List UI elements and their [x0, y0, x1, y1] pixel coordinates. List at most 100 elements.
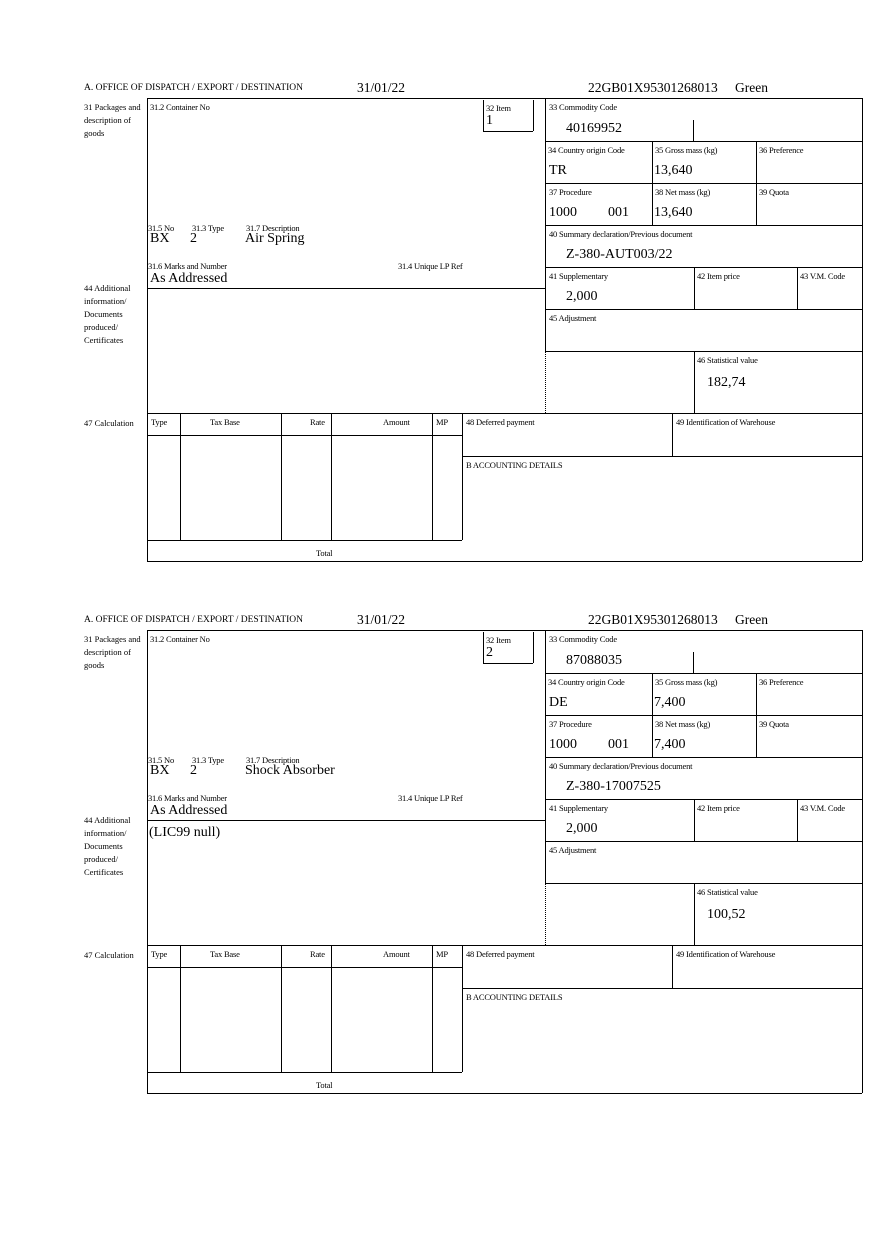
rule-line [483, 663, 533, 664]
gross-mass-value: 13,640 [654, 163, 693, 178]
pkg-no-label: 31.5 No [148, 755, 174, 765]
rule-line [545, 757, 862, 758]
rule-line [672, 945, 673, 988]
rule-line [694, 351, 695, 413]
commodity-code-label: 33 Commodity Code [549, 634, 617, 644]
declaration-item-block: A. OFFICE OF DISPATCH / EXPORT / DESTINA… [0, 610, 882, 1110]
total-label: Total [316, 1080, 333, 1090]
rule-line [180, 413, 181, 540]
summary-decl-label: 40 Summary declaration/Previous document [549, 229, 693, 239]
rule-line [693, 652, 694, 673]
rule-line [331, 413, 332, 540]
rule-line [545, 309, 862, 310]
gross-mass-value: 7,400 [654, 695, 686, 710]
procedure-suffix: 001 [608, 737, 629, 752]
rule-line [545, 630, 546, 883]
rule-line [483, 131, 533, 132]
net-mass-label: 38 Net mass (kg) [655, 719, 711, 729]
rule-line [180, 945, 181, 1072]
gross-mass-label: 35 Gross mass (kg) [655, 145, 718, 155]
rule-line [545, 98, 546, 351]
col-type: Type [151, 949, 168, 959]
office-label: A. OFFICE OF DISPATCH / EXPORT / DESTINA… [84, 83, 304, 93]
adjustment-label: 45 Adjustment [549, 845, 597, 855]
rule-line [672, 413, 673, 456]
marks-value: As Addressed [150, 271, 228, 286]
rule-line [432, 945, 433, 1072]
rule-line [545, 799, 862, 800]
pkg-no-value: BX [150, 763, 170, 778]
marks-value: As Addressed [150, 803, 228, 818]
additional-info-value: (LIC99 null) [149, 825, 221, 840]
statistical-value-label: 46 Statistical value [697, 355, 758, 365]
date-value: 31/01/22 [357, 612, 406, 627]
rule-line [147, 967, 462, 968]
accounting-details-label: B ACCOUNTING DETAILS [466, 460, 563, 470]
dotted-line [545, 351, 694, 352]
warehouse-label: 49 Identification of Warehouse [676, 949, 776, 959]
description-value: Air Spring [245, 231, 305, 246]
dotted-line [545, 883, 694, 884]
unique-lp-label: 31.4 Unique LP Ref [398, 793, 463, 803]
description-label: 31.7 Description [246, 755, 300, 765]
rule-line [462, 413, 463, 540]
warehouse-label: 49 Identification of Warehouse [676, 417, 776, 427]
country-origin-label: 34 Country origin Code [548, 677, 625, 687]
commodity-code-value: 40169952 [566, 121, 622, 136]
rule-line [147, 945, 862, 946]
supplementary-value: 2,000 [566, 289, 598, 304]
item-price-label: 42 Item price [697, 271, 740, 281]
rule-line [147, 98, 148, 561]
packages-label: 31 Packages and description of goods [84, 102, 141, 138]
rule-line [462, 945, 463, 1072]
date-value: 31/01/22 [357, 80, 406, 95]
calculation-label: 47 Calculation [84, 418, 134, 428]
procedure-suffix: 001 [608, 205, 629, 220]
declaration-item-block: A. OFFICE OF DISPATCH / EXPORT / DESTINA… [0, 78, 882, 578]
net-mass-value: 13,640 [654, 205, 693, 220]
supplementary-value: 2,000 [566, 821, 598, 836]
item-label: 32 Item [486, 103, 511, 113]
accounting-details-label: B ACCOUNTING DETAILS [466, 992, 563, 1002]
route-value: Green [735, 612, 768, 627]
total-label: Total [316, 548, 333, 558]
container-no-label: 31.2 Container No [150, 102, 210, 112]
col-tax-base: Tax Base [210, 417, 240, 427]
rule-line [147, 288, 545, 289]
marks-label: 31.6 Marks and Number [148, 261, 227, 271]
rule-line [797, 267, 798, 309]
summary-decl-label: 40 Summary declaration/Previous document [549, 761, 693, 771]
rule-line [652, 673, 653, 757]
rule-line [652, 141, 653, 225]
procedure-value: 1000 [549, 205, 577, 220]
country-origin-value: DE [549, 695, 568, 710]
item-price-label: 42 Item price [697, 803, 740, 813]
rule-line [147, 1072, 462, 1073]
rule-line [545, 715, 862, 716]
unique-lp-label: 31.4 Unique LP Ref [398, 261, 463, 271]
supplementary-label: 41 Supplementary [549, 271, 608, 281]
pkg-type-value: 2 [190, 763, 197, 778]
pkg-no-value: BX [150, 231, 170, 246]
deferred-payment-label: 48 Deferred payment [466, 949, 535, 959]
rule-line [281, 945, 282, 1072]
pkg-type-value: 2 [190, 231, 197, 246]
rule-line [147, 1093, 862, 1094]
quota-label: 39 Quota [759, 187, 789, 197]
statistical-value: 182,74 [707, 375, 746, 390]
col-type: Type [151, 417, 168, 427]
commodity-code-label: 33 Commodity Code [549, 102, 617, 112]
supplementary-label: 41 Supplementary [549, 803, 608, 813]
summary-decl-value: Z-380-17007525 [566, 779, 661, 794]
rule-line [694, 883, 695, 945]
container-no-label: 31.2 Container No [150, 634, 210, 644]
country-origin-value: TR [549, 163, 567, 178]
col-amount: Amount [383, 417, 410, 427]
vm-code-label: 43 V.M. Code [800, 803, 845, 813]
route-value: Green [735, 80, 768, 95]
rule-line [281, 413, 282, 540]
rule-line [432, 413, 433, 540]
col-amount: Amount [383, 949, 410, 959]
packages-label: 31 Packages and description of goods [84, 634, 141, 670]
